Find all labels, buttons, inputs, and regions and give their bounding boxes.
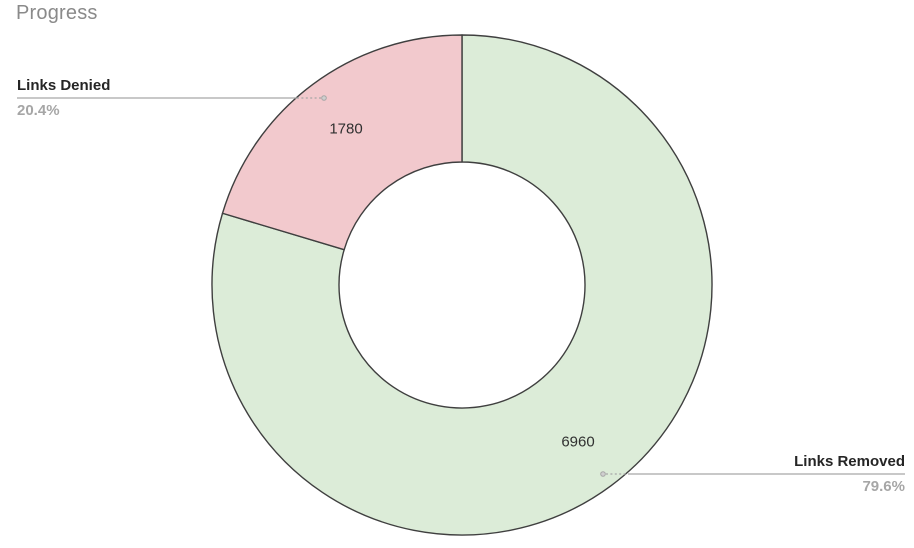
leader-dot-links-removed [600, 471, 606, 477]
callout-links-denied-label: Links Denied [17, 77, 111, 94]
callout-links-removed-percent: 79.6% [862, 478, 905, 495]
pie-slice-links-denied[interactable] [221, 34, 463, 251]
callout-links-denied-percent: 20.4% [17, 102, 60, 119]
leader-dot-links-denied [321, 95, 327, 101]
callout-links-removed: Links Removed 79.6% [794, 452, 905, 496]
leader-links-removed [600, 471, 905, 477]
callout-links-removed-label: Links Removed [794, 453, 905, 470]
chart-title: Progress [16, 2, 98, 24]
callout-links-denied: Links Denied 20.4% [17, 76, 110, 120]
pie-slice-links-removed[interactable] [211, 34, 713, 536]
value-label-links-removed: 6960 [561, 433, 595, 451]
leader-links-denied [17, 95, 327, 101]
donut-slices [211, 34, 713, 536]
value-label-links-denied: 1780 [329, 120, 363, 138]
